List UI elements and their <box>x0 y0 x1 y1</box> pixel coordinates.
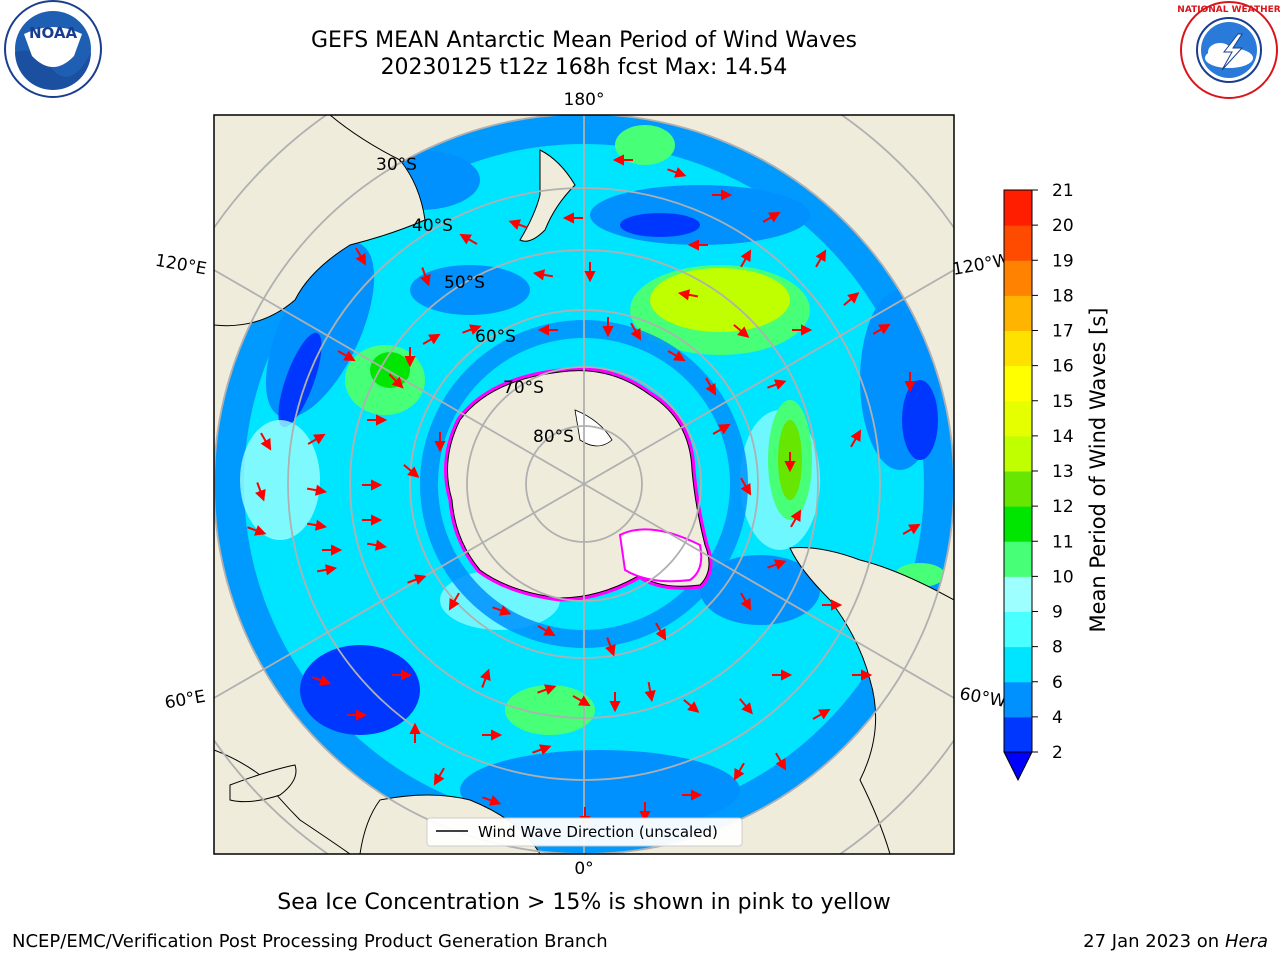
lat-label-60s: 60°S <box>475 327 516 347</box>
meridian-lines <box>214 115 954 854</box>
nws-logo: NATIONAL WEATHER <box>1177 0 1280 100</box>
colorbar-segment <box>1004 225 1032 261</box>
colorbar-tick-label: 4 <box>1052 708 1063 728</box>
colorbar-extend-triangle <box>1003 751 1033 782</box>
lat-label-80s: 80°S <box>533 427 574 447</box>
colorbar-segment <box>1004 330 1032 367</box>
lat-label-50s: 50°S <box>444 273 485 293</box>
lat-label-70s: 70°S <box>503 378 544 398</box>
lon-label-120w: 120°W <box>951 250 1012 280</box>
colorbar-tick-label: 14 <box>1052 427 1074 447</box>
colorbar-tick-label: 16 <box>1052 357 1074 377</box>
colorbar-tick-label: 13 <box>1052 462 1074 482</box>
colorbar-segment <box>1004 471 1032 507</box>
colorbar-segment <box>1004 190 1032 226</box>
svg-text:NATIONAL WEATHER: NATIONAL WEATHER <box>1178 5 1280 15</box>
wind-direction-arrows <box>247 154 921 828</box>
lon-label-180: 180° <box>564 90 605 110</box>
chart-title: GEFS MEAN Antarctic Mean Period of Wind … <box>311 28 857 53</box>
footer-date-text: 27 Jan 2023 on <box>1083 931 1225 952</box>
map-frame <box>213 114 955 855</box>
colorbar: 2 4 6 8 9 10 11 12 13 14 15 16 17 18 19 20 21 <box>1003 181 1074 782</box>
footer-producer: NCEP/EMC/Verification Post Processing Pr… <box>12 931 608 952</box>
colorbar-segment <box>1004 506 1032 542</box>
colorbar-segment <box>1004 646 1032 683</box>
noaa-logo-text: NOAA <box>29 24 78 42</box>
colorbar-tick-label: 17 <box>1052 322 1074 342</box>
colorbar-segment <box>1004 681 1032 718</box>
lon-label-0: 0° <box>574 859 593 879</box>
colorbar-tick-label: 20 <box>1052 216 1074 236</box>
colorbar-tick-label: 8 <box>1052 638 1063 658</box>
madagascar <box>229 764 297 803</box>
colorbar-label: Mean Period of Wind Waves [s] <box>1086 308 1110 633</box>
wind-direction-legend: Wind Wave Direction (unscaled) <box>426 817 743 847</box>
chart-subtitle: 20230125 t12z 168h fcst Max: 14.54 <box>380 55 788 80</box>
colorbar-tick-label: 12 <box>1052 497 1074 517</box>
colorbar-tick-label: 6 <box>1052 673 1063 693</box>
colorbar-segment <box>1004 435 1032 472</box>
colorbar-segment <box>1004 365 1032 402</box>
lon-label-60e: 60°E <box>163 687 207 714</box>
colorbar-segment <box>1004 611 1032 648</box>
colorbar-segment <box>1004 576 1032 612</box>
colorbar-tick-label: 19 <box>1052 251 1074 271</box>
colorbar-tick-label: 21 <box>1052 181 1074 201</box>
colorbar-tick-label: 11 <box>1052 532 1074 552</box>
new-zealand <box>519 149 576 242</box>
colorbar-segment <box>1004 295 1032 331</box>
footer-date: 27 Jan 2023 on Hera <box>1083 931 1268 952</box>
colorbar-segment <box>1004 716 1032 753</box>
colorbar-segment <box>1004 400 1032 437</box>
colorbar-tick-label: 2 <box>1052 743 1063 763</box>
sea-ice-note: Sea Ice Concentration > 15% is shown in … <box>277 890 891 915</box>
colorbar-tick-label: 9 <box>1052 603 1063 623</box>
colorbar-tick-label: 15 <box>1052 392 1074 412</box>
australia <box>214 115 426 327</box>
colorbar-tick-label: 18 <box>1052 286 1074 306</box>
colorbar-segment <box>1004 260 1032 296</box>
colorbar-tick-label: 10 <box>1052 567 1074 587</box>
footer-host: Hera <box>1224 931 1268 952</box>
legend-label: Wind Wave Direction (unscaled) <box>478 823 718 841</box>
noaa-logo: NOAA <box>2 0 104 100</box>
lon-label-120e: 120°E <box>154 251 208 280</box>
lon-label-60w: 60°W <box>958 684 1008 712</box>
lat-label-40s: 40°S <box>412 216 453 236</box>
lat-label-30s: 30°S <box>376 155 417 175</box>
africa <box>214 749 351 854</box>
colorbar-segment <box>1004 541 1032 577</box>
